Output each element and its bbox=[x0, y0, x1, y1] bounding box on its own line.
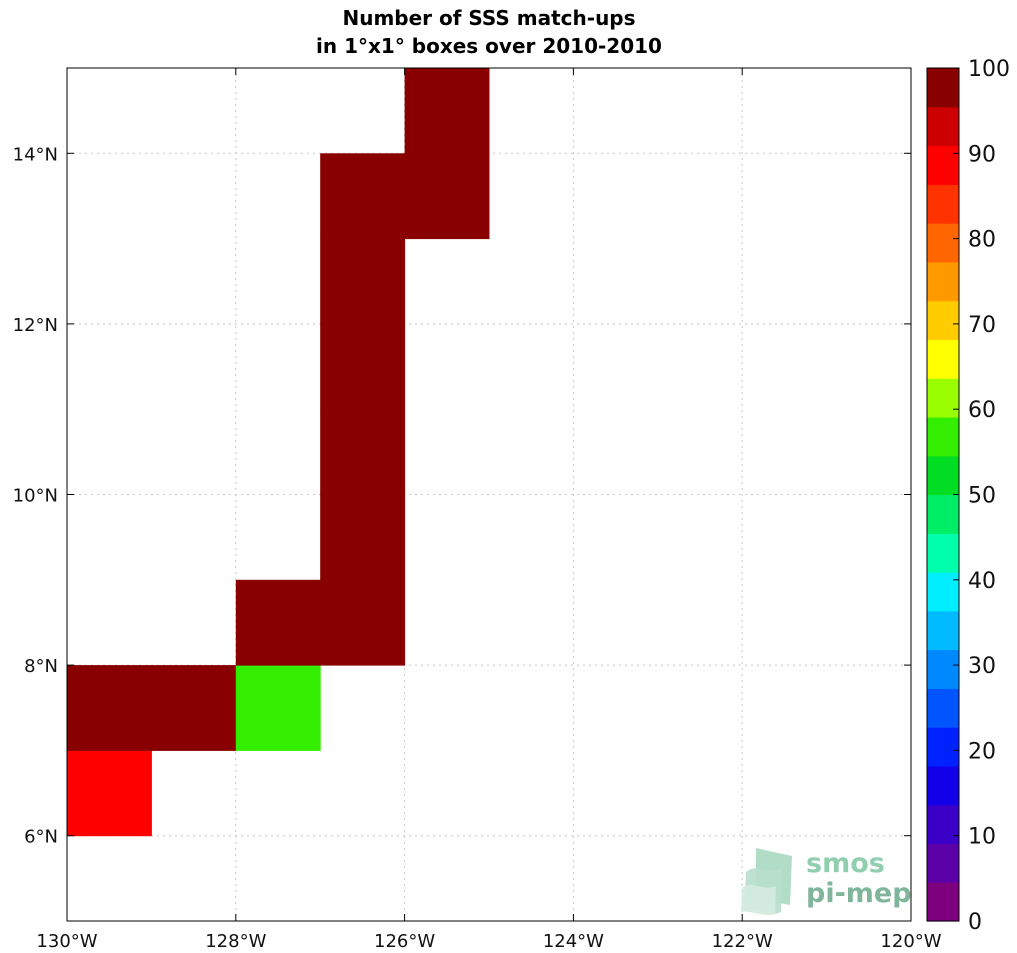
heatmap-cell bbox=[320, 323, 406, 410]
heatmap-cell bbox=[404, 68, 490, 154]
heatmap-cells bbox=[67, 68, 490, 837]
x-tick-label: 128°W bbox=[205, 931, 266, 952]
colorbar: 0 10 20 30 40 50 60 70 80 90 100 bbox=[926, 57, 1010, 935]
heatmap-cell bbox=[151, 665, 237, 751]
x-tick-label: 124°W bbox=[543, 931, 604, 952]
colorbar-label: 100 bbox=[968, 57, 1010, 82]
axis-ticks: 130°W 128°W 126°W 124°W 122°W 120°W 6°N 8°N 10°N… bbox=[13, 68, 942, 952]
colorbar-band bbox=[927, 688, 959, 728]
colorbar-band bbox=[927, 300, 959, 341]
colorbar-label: 80 bbox=[968, 228, 996, 253]
y-tick-label: 6°N bbox=[24, 827, 58, 848]
colorbar-band bbox=[927, 882, 959, 922]
x-tick-label: 126°W bbox=[374, 931, 435, 952]
colorbar-band bbox=[927, 378, 959, 418]
colorbar-band bbox=[927, 145, 959, 185]
colorbar-band bbox=[927, 106, 959, 147]
heatmap-cell bbox=[320, 238, 406, 325]
colorbar-band bbox=[927, 727, 959, 767]
colorbar-label: 30 bbox=[968, 654, 996, 679]
y-tick-label: 12°N bbox=[13, 315, 58, 336]
colorbar-label: 10 bbox=[968, 825, 996, 850]
heatmap-cell bbox=[67, 665, 152, 751]
colorbar-band bbox=[927, 610, 959, 651]
colorbar-band bbox=[927, 261, 959, 302]
heatmap-cell bbox=[235, 665, 321, 751]
y-tick-label: 10°N bbox=[13, 486, 58, 507]
heatmap-cell bbox=[67, 750, 152, 837]
x-tick-label: 122°W bbox=[712, 931, 773, 952]
logo-wave-icon bbox=[741, 848, 792, 916]
colorbar-band bbox=[927, 184, 959, 224]
heatmap-cell bbox=[320, 579, 406, 666]
colorbar-band bbox=[927, 765, 959, 806]
colorbar-band bbox=[927, 223, 959, 263]
logo-text-pi-mep: pi-mep bbox=[806, 878, 912, 909]
heatmap-cell bbox=[404, 153, 490, 240]
colorbar-label: 60 bbox=[968, 398, 996, 423]
colorbar-band bbox=[927, 68, 959, 108]
colorbar-band bbox=[927, 494, 959, 534]
y-tick-label: 14°N bbox=[13, 144, 58, 165]
colorbar-band bbox=[927, 339, 959, 379]
colorbar-label: 50 bbox=[968, 484, 996, 509]
logo-text-smos: smos bbox=[806, 848, 885, 879]
colorbar-label: 0 bbox=[968, 910, 982, 935]
heatmap-cell bbox=[235, 579, 321, 666]
colorbar-band bbox=[927, 843, 959, 883]
colorbar-band bbox=[927, 455, 959, 496]
colorbar-band bbox=[927, 416, 959, 457]
chart-title-line1: Number of SSS match-ups bbox=[342, 6, 635, 30]
smos-pi-mep-logo: smos pi-mep bbox=[741, 848, 912, 916]
x-tick-label: 120°W bbox=[880, 931, 941, 952]
colorbar-band bbox=[927, 572, 959, 612]
colorbar-band bbox=[927, 804, 959, 845]
heatmap-cell bbox=[320, 153, 406, 240]
colorbar-label: 70 bbox=[968, 313, 996, 338]
colorbar-band bbox=[927, 533, 959, 573]
chart-title-line2: in 1°x1° boxes over 2010-2010 bbox=[316, 34, 662, 58]
heatmap-cell bbox=[320, 409, 406, 495]
y-tick-label: 8°N bbox=[24, 656, 58, 677]
colorbar-label: 20 bbox=[968, 739, 996, 764]
heatmap-cell bbox=[320, 494, 406, 581]
colorbar-band bbox=[927, 649, 959, 689]
x-tick-label: 130°W bbox=[36, 931, 97, 952]
colorbar-label: 40 bbox=[968, 569, 996, 594]
colorbar-label: 90 bbox=[968, 142, 996, 167]
